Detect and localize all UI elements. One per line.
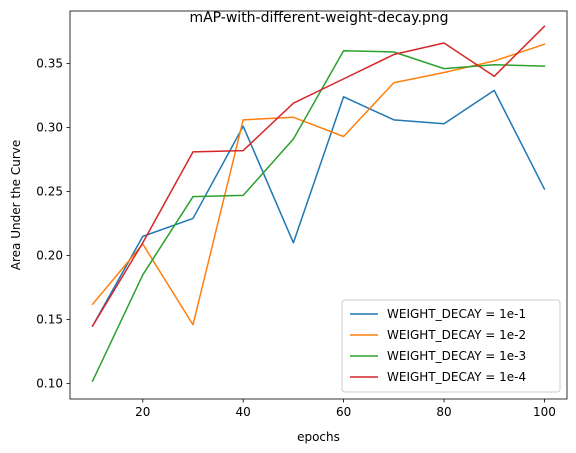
y-tick-label: 0.15 bbox=[36, 313, 63, 327]
x-tick-label: 40 bbox=[236, 405, 251, 419]
series-line-1 bbox=[91, 89, 546, 328]
y-tick-label: 0.35 bbox=[36, 57, 63, 71]
x-tick-label: 100 bbox=[533, 405, 556, 419]
legend-box bbox=[341, 299, 561, 393]
x-tick-label: 80 bbox=[436, 405, 451, 419]
series-line-2 bbox=[91, 43, 546, 326]
x-tick-label: 20 bbox=[135, 405, 150, 419]
plot-frame bbox=[69, 10, 568, 400]
legend-label: WEIGHT_DECAY = 1e-3 bbox=[387, 349, 526, 363]
plot-area bbox=[69, 10, 568, 400]
x-tick-label: 60 bbox=[336, 405, 351, 419]
x-axis-ticks: 20 40 60 80 100 bbox=[135, 399, 556, 419]
chart-title: mAP-with-different-weight-decay.png bbox=[189, 10, 448, 26]
series-line-3 bbox=[91, 49, 546, 383]
y-tick-label: 0.10 bbox=[36, 377, 63, 391]
x-axis-label: epochs bbox=[297, 430, 340, 444]
legend-label: WEIGHT_DECAY = 1e-1 bbox=[387, 307, 526, 321]
legend: WEIGHT_DECAY = 1e-1 WEIGHT_DECAY = 1e-2 WE… bbox=[341, 299, 561, 393]
y-tick-label: 0.25 bbox=[36, 185, 63, 199]
y-tick-label: 0.20 bbox=[36, 249, 63, 263]
series-layer bbox=[91, 25, 546, 383]
legend-label: WEIGHT_DECAY = 1e-4 bbox=[387, 370, 526, 384]
y-axis-label: Area Under the Curve bbox=[9, 140, 23, 270]
y-tick-label: 0.30 bbox=[36, 121, 63, 135]
y-axis-ticks: 0.10 0.15 0.20 0.25 0.30 0.35 bbox=[36, 57, 70, 391]
legend-label: WEIGHT_DECAY = 1e-2 bbox=[387, 328, 526, 342]
series-line-4 bbox=[91, 25, 546, 328]
